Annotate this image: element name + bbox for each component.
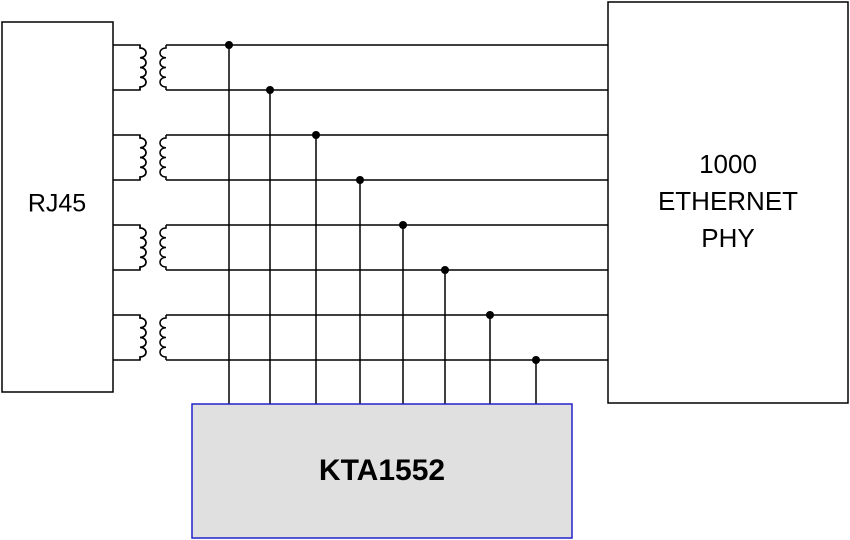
junction-dot [399,221,407,229]
rj45-label: RJ45 [28,190,86,218]
transformer-secondary-coil [159,225,167,270]
junction-dot [441,266,449,274]
junction-dot [532,356,540,364]
wiring [113,41,608,404]
phy-label-line: ETHERNET [658,186,798,216]
transformer-secondary-coil [159,45,167,90]
kta1552-box [191,403,573,539]
phy-label-line: 1000 [699,149,757,179]
junction-dot [225,41,233,49]
transformer-primary-coil [139,225,147,270]
transformer-secondary-coil [159,135,167,180]
junction-dot [486,311,494,319]
transformer-primary-coil [139,315,147,360]
junction-dot [312,131,320,139]
transformer-primary-coil [139,45,147,90]
junction-dot [356,176,364,184]
junction-dot [266,86,274,94]
transformer-secondary-coil [159,315,167,360]
phy-label-line: PHY [701,223,754,253]
phy-box [607,1,849,404]
rj45-box [1,21,114,393]
kta1552-label: KTA1552 [319,454,445,487]
transformer-primary-coil [139,135,147,180]
